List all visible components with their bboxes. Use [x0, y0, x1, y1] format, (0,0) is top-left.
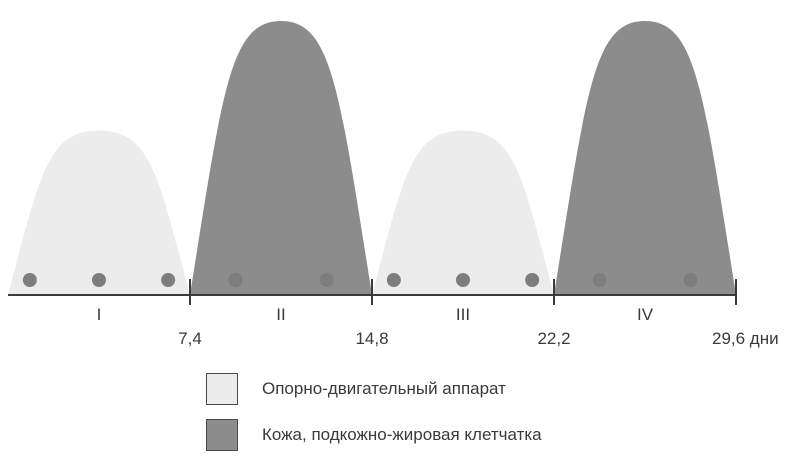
phase-hump-1 [8, 130, 190, 295]
tick-marks [189, 279, 737, 305]
phase-dot [683, 273, 698, 287]
legend-swatch-dark [206, 419, 238, 451]
phase-dots [22, 273, 698, 287]
phase-dot [525, 273, 540, 287]
legend-swatch-light [206, 373, 238, 405]
phase-hump-2 [190, 21, 372, 295]
legend: Опорно-двигательный аппарат Кожа, подкож… [206, 369, 686, 461]
tick-labels: 7,4 14,8 22,2 29,6 дни [178, 329, 778, 348]
tick-label: 29,6 дни [712, 329, 779, 348]
phase-labels: I II III IV [97, 305, 654, 324]
legend-item-musculoskeletal: Опорно-двигательный аппарат [206, 369, 686, 409]
tick-label: 14,8 [355, 329, 388, 348]
phase-label: III [456, 305, 470, 324]
phase-dot [22, 273, 37, 287]
legend-item-skin: Кожа, подкожно-жировая клетчатка [206, 415, 686, 455]
phase-hump-4 [554, 21, 736, 295]
phase-dot [386, 273, 401, 287]
tick-label: 22,2 [537, 329, 570, 348]
phase-dot [319, 273, 334, 287]
legend-label-musculoskeletal: Опорно-двигательный аппарат [262, 379, 506, 398]
phase-dot [592, 273, 607, 287]
phase-dot [161, 273, 176, 287]
phase-dot [228, 273, 243, 287]
legend-label-skin: Кожа, подкожно-жировая клетчатка [262, 425, 542, 444]
tick-label: 7,4 [178, 329, 202, 348]
phase-hump-3 [372, 130, 554, 295]
phase-dot [92, 273, 106, 287]
phase-dot [456, 273, 470, 287]
phase-label: II [276, 305, 285, 324]
phase-label: IV [637, 305, 654, 324]
phase-label: I [97, 305, 102, 324]
phase-humps [8, 21, 736, 295]
